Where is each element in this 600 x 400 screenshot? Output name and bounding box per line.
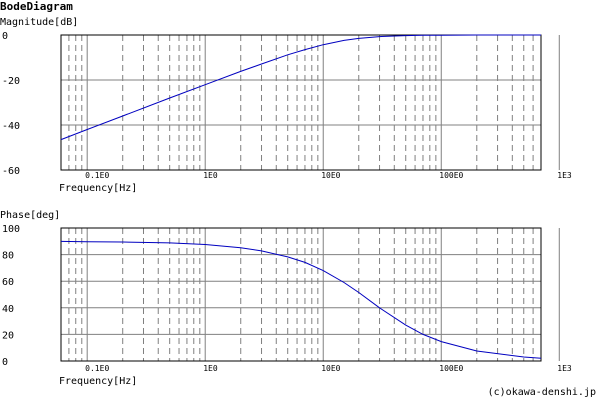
magnitude-xtick-label: 10E0: [321, 171, 340, 180]
magnitude-ytick-label: 0: [2, 31, 8, 42]
phase-plot-frame: [60, 227, 542, 362]
magnitude-ytick-label: -40: [2, 121, 20, 132]
phase-curve: [60, 240, 542, 359]
magnitude-xtick-label: 0.1E0: [85, 171, 109, 180]
magnitude-frequency-label: Frequency[Hz]: [59, 183, 137, 194]
magnitude-plot-frame: [60, 34, 542, 171]
magnitude-ytick-label: -20: [2, 76, 20, 87]
phase-ytick-label: 20: [2, 330, 14, 341]
magnitude-ytick-label: -60: [2, 166, 20, 177]
phase-xtick-label: 0.1E0: [85, 364, 109, 373]
magnitude-curve: [60, 34, 541, 141]
phase-ytick-label: 0: [2, 357, 8, 368]
phase-xtick-label: 100E0: [439, 364, 463, 373]
page-title: BodeDiagram: [0, 0, 73, 13]
phase-ytick-label: 80: [2, 251, 14, 262]
phase-xtick-label: 10E0: [321, 364, 340, 373]
phase-axis-label: Phase[deg]: [0, 210, 60, 221]
phase-xtick-label: 1E0: [203, 364, 218, 373]
phase-ytick-label: 60: [2, 277, 14, 288]
copyright-credit: (c)okawa-denshi.jp: [487, 387, 596, 398]
magnitude-xtick-label: 1E3: [557, 171, 572, 180]
phase-ytick-label: 100: [2, 224, 20, 235]
phase-ytick-label: 40: [2, 304, 14, 315]
magnitude-axis-label: Magnitude[dB]: [0, 17, 78, 28]
magnitude-xtick-label: 100E0: [439, 171, 463, 180]
phase-frequency-label: Frequency[Hz]: [59, 376, 137, 387]
magnitude-xtick-label: 1E0: [203, 171, 218, 180]
phase-xtick-label: 1E3: [557, 364, 572, 373]
